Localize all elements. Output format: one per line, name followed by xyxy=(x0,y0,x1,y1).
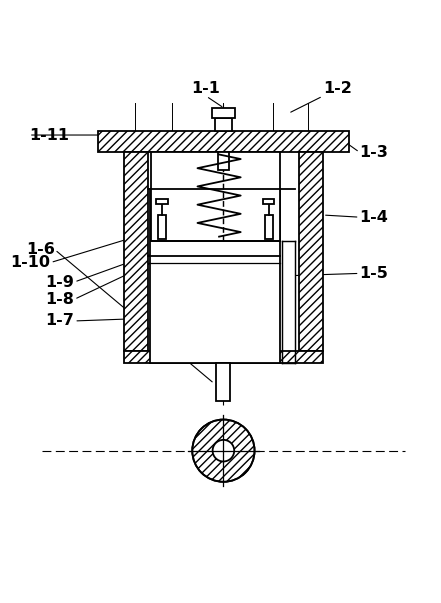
Bar xyxy=(148,153,299,364)
Bar xyxy=(217,364,230,401)
Text: 1-8: 1-8 xyxy=(45,292,74,307)
Circle shape xyxy=(213,440,234,461)
Text: 1-1: 1-1 xyxy=(192,81,220,96)
Text: 1-5: 1-5 xyxy=(359,266,389,281)
Bar xyxy=(157,199,168,204)
Text: 1-10: 1-10 xyxy=(11,255,50,270)
Bar xyxy=(98,131,349,153)
Text: 1-6: 1-6 xyxy=(26,242,55,257)
Text: 1-3: 1-3 xyxy=(359,145,389,160)
Text: 1-4: 1-4 xyxy=(359,210,389,225)
Bar xyxy=(124,153,148,351)
Bar xyxy=(215,118,232,131)
Bar xyxy=(158,215,166,239)
Text: 1-9: 1-9 xyxy=(45,274,74,289)
Bar xyxy=(218,153,228,169)
Bar xyxy=(212,108,235,118)
Text: 1-7: 1-7 xyxy=(45,314,74,329)
Circle shape xyxy=(192,420,254,482)
Bar xyxy=(150,189,280,364)
Bar xyxy=(151,153,280,241)
Bar xyxy=(265,215,273,239)
Bar xyxy=(299,153,323,351)
Bar xyxy=(263,199,274,204)
Text: 1-11: 1-11 xyxy=(29,127,69,142)
Text: 1-2: 1-2 xyxy=(323,81,352,96)
Bar xyxy=(124,351,323,364)
